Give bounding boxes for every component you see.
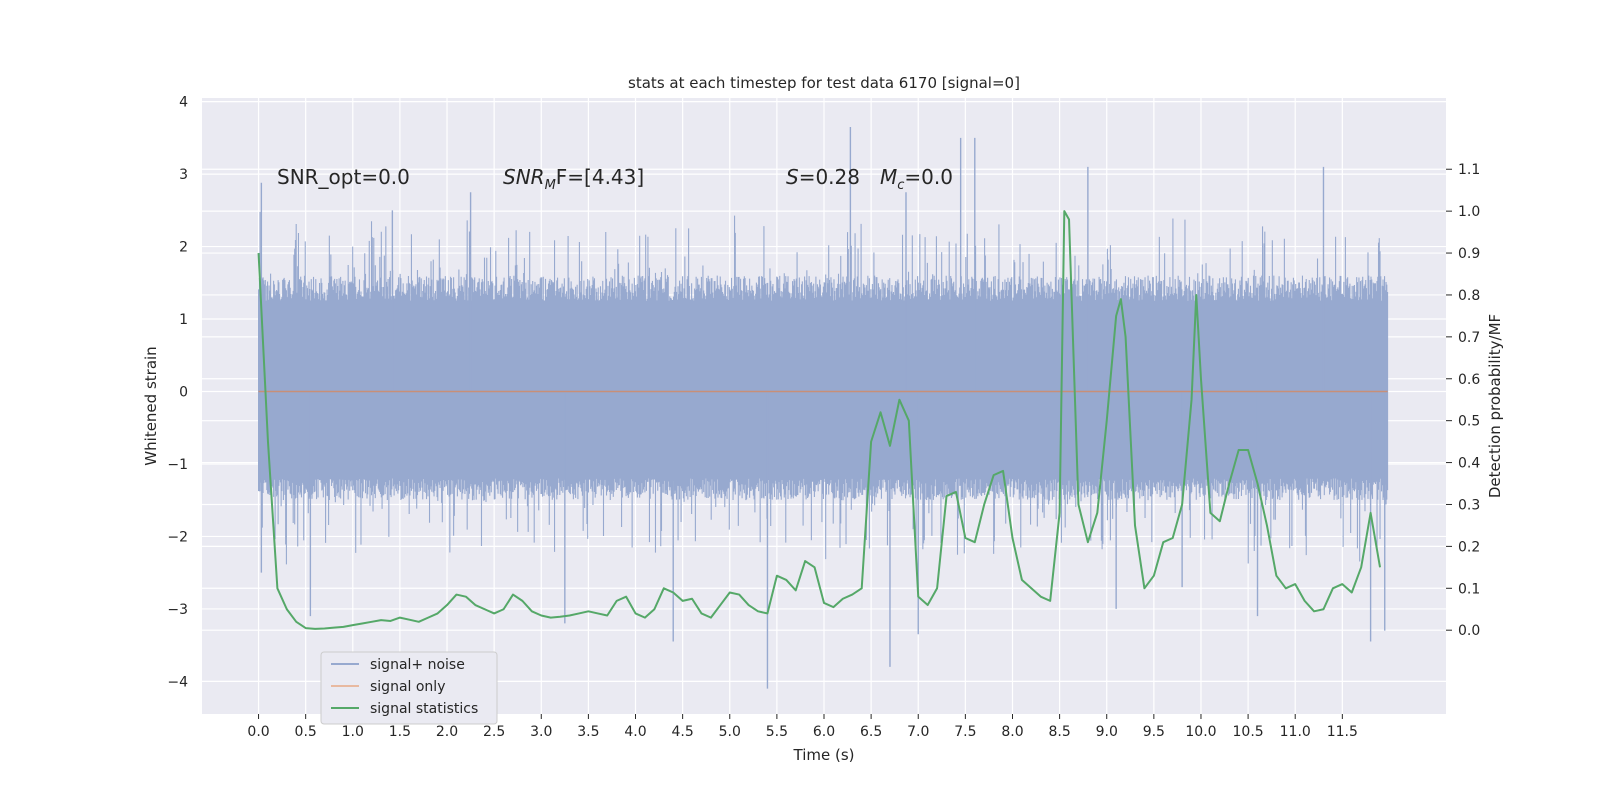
x-tick-label-21: 10.5: [1233, 724, 1264, 740]
x-tick-label-2: 1.0: [342, 724, 364, 740]
legend-box: [320, 651, 498, 725]
y2-tick-label-3: 0.8: [1458, 288, 1480, 304]
x-tick-label-4: 2.0: [436, 724, 458, 740]
x-tick-label-19: 9.5: [1143, 724, 1165, 740]
x-tick-label-15: 7.5: [954, 724, 976, 740]
annotation-snr-mf-sub: M: [545, 178, 556, 193]
line-series: [257, 210, 1388, 630]
x-tick-label-16: 8.0: [1001, 724, 1023, 740]
legend-label-signal-statistics: signal statistics: [370, 701, 478, 717]
x-tick-label-0: 0.0: [247, 724, 269, 740]
x-tick-label-13: 6.5: [860, 724, 882, 740]
x-tick-label-23: 11.5: [1327, 724, 1358, 740]
annotations: SNR_opt=0.0 SNRMF=[4.43] S=0.28 Mc=0.0: [277, 165, 953, 193]
y-tick-label-8: −4: [167, 674, 188, 690]
annotation-mc-sub: c: [897, 178, 904, 193]
y-tick-label-1: 3: [179, 167, 188, 183]
y2-tick-label-11: 0.0: [1458, 623, 1480, 639]
y2-tick-label-7: 0.4: [1458, 456, 1480, 472]
annotation-mc-rest: =0.0: [904, 165, 953, 189]
x-tick-label-8: 4.0: [624, 724, 646, 740]
y2-axis-ticks: 1.1 1.0 0.9 0.8 0.7 0.6 0.5 0.4 0.3 0.2 0.1 0.0: [1446, 162, 1480, 639]
x-tick-label-14: 7.0: [907, 724, 929, 740]
chart-title: stats at each timestep for test data 617…: [628, 74, 1020, 92]
y2-tick-label-4: 0.7: [1458, 330, 1480, 346]
y-tick-label-7: −3: [167, 602, 188, 618]
y2-tick-label-1: 1.0: [1458, 204, 1480, 220]
x-tick-label-7: 3.5: [577, 724, 599, 740]
y2-tick-label-5: 0.6: [1458, 372, 1480, 388]
x-tick-label-9: 4.5: [672, 724, 694, 740]
annotation-snr-opt: SNR_opt=0.0: [277, 165, 410, 189]
y2-tick-label-9: 0.2: [1458, 539, 1480, 555]
legend-label-signal-only: signal only: [370, 679, 445, 695]
annotation-mc-main: M: [880, 165, 897, 189]
y-tick-label-5: −1: [167, 457, 188, 473]
x-axis-label: Time (s): [793, 746, 855, 764]
annotation-s-main: S: [786, 165, 799, 189]
legend-label-signal-plus-noise: signal+ noise: [370, 657, 465, 673]
annotation-snr-mf-rest: F=[4.43]: [556, 165, 644, 189]
y2-tick-label-8: 0.3: [1458, 497, 1480, 513]
annotation-s-rest: =0.28: [799, 165, 860, 189]
y-axis-label: Whitened strain: [142, 346, 160, 465]
x-tick-label-12: 6.0: [813, 724, 835, 740]
x-tick-label-22: 11.0: [1280, 724, 1311, 740]
annotation-mc: Mc=0.0: [880, 165, 953, 193]
noise-series-signal-plus-noise: [258, 126, 1389, 689]
x-tick-label-3: 1.5: [389, 724, 411, 740]
y-tick-label-4: 0: [179, 385, 188, 401]
x-axis-ticks: 0.0 0.5 1.0 1.5 2.0 2.5 3.0 3.5 4.0 4.5 5.0 5.5 6.0 6…: [247, 714, 1358, 740]
y2-tick-label-2: 0.9: [1458, 246, 1480, 262]
x-tick-label-6: 3.0: [530, 724, 552, 740]
y-tick-label-3: 1: [179, 312, 188, 328]
x-tick-label-11: 5.5: [766, 724, 788, 740]
y2-tick-label-10: 0.1: [1458, 581, 1480, 597]
y2-tick-label-0: 1.1: [1458, 162, 1480, 178]
y2-tick-label-6: 0.5: [1458, 414, 1480, 430]
y-tick-label-0: 4: [179, 95, 188, 111]
x-tick-label-17: 8.5: [1048, 724, 1070, 740]
y-tick-label-6: −2: [167, 529, 188, 545]
y-axis-ticks: 4 3 2 1 0 −1 −2 −3 −4: [167, 95, 188, 691]
annotation-snr-mf: SNRMF=[4.43]: [503, 165, 644, 193]
x-tick-label-20: 10.0: [1185, 724, 1216, 740]
y-tick-label-2: 2: [179, 240, 188, 256]
x-tick-label-10: 5.0: [719, 724, 741, 740]
x-tick-label-5: 2.5: [483, 724, 505, 740]
y2-axis-label: Detection probability/MF: [1486, 314, 1504, 498]
series-signal-statistics: [257, 210, 1382, 630]
legend: signal+ noise signal only signal statist…: [320, 651, 498, 725]
x-tick-label-18: 9.0: [1096, 724, 1118, 740]
x-tick-label-1: 0.5: [295, 724, 317, 740]
annotation-s: S=0.28: [786, 165, 860, 189]
annotation-snr-mf-main: SNR: [503, 165, 545, 189]
